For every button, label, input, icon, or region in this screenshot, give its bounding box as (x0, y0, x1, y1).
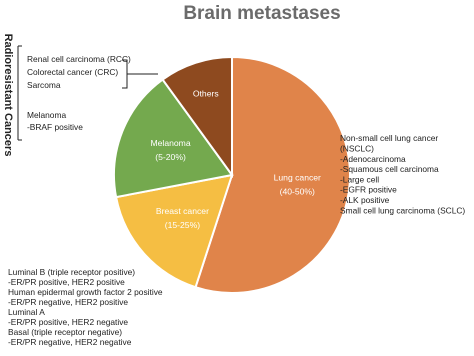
lung-note: -EGFR positive (340, 185, 397, 195)
slice-label: Breast cancer (156, 206, 209, 216)
lung-note: Small cell lung carcinoma (SCLC) (340, 205, 465, 215)
breast-note: -ER/PR positive, HER2 negative (8, 317, 128, 327)
breast-note: -ER/PR negative, HER2 positive (8, 297, 128, 307)
breast-note: Human epidermal growth factor 2 positive (8, 287, 163, 297)
side-label: Radioresistant Cancers (2, 34, 14, 157)
lung-note: -Large cell (340, 174, 379, 184)
slice-label: Lung cancer (274, 173, 321, 183)
lung-note: (NSCLC) (340, 144, 374, 154)
lung-note: Non-small cell lung cancer (340, 133, 438, 143)
connector (122, 59, 158, 89)
breast-note: -ER/PR negative, HER2 negative (8, 337, 132, 347)
radioresistant-item: Renal cell carcinoma (RCC) (27, 54, 131, 64)
pie-slice (194, 55, 351, 294)
pie-slice (113, 78, 234, 199)
radioresistant-item: Colorectal cancer (CRC) (27, 67, 118, 77)
radioresistant-item: Melanoma (27, 110, 66, 120)
slice-label: Others (193, 88, 219, 98)
slice-note: (15-25%) (165, 220, 200, 230)
slice-note: (5-20%) (155, 152, 186, 162)
breast-note: Basal (triple receptor negative) (8, 327, 122, 337)
radioresistant-item: Sarcoma (27, 80, 61, 90)
breast-note: Luminal B (triple receptor positive) (8, 267, 135, 277)
slice-label: Melanoma (150, 138, 190, 148)
lung-note: -Squamous cell carcinoma (340, 164, 439, 174)
breast-note: -ER/PR positive, HER2 positive (8, 277, 125, 287)
lung-note: -Adenocarcinoma (340, 154, 406, 164)
slice-note: (40-50%) (280, 187, 315, 197)
breast-note: Luminal A (8, 307, 45, 317)
chart-title: Brain metastases (183, 3, 340, 24)
pie-slice (114, 173, 234, 289)
radioresistant-item: -BRAF positive (27, 122, 83, 132)
pie-slice (161, 55, 233, 179)
lung-note: -ALK positive (340, 195, 390, 205)
